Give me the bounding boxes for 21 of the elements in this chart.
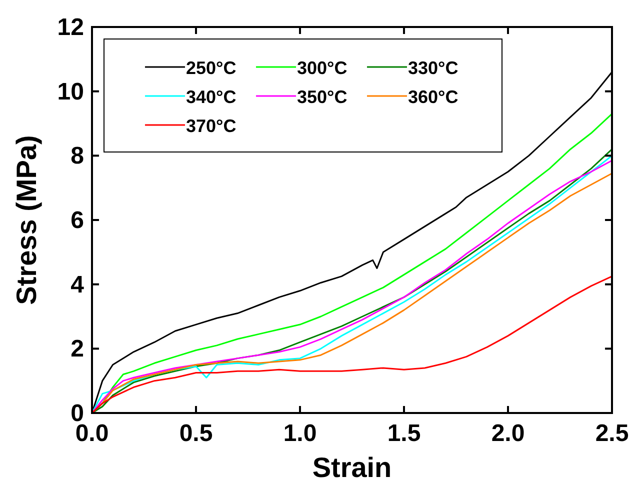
x-tick-label: 0.5 bbox=[179, 420, 213, 447]
x-axis-title: Strain bbox=[312, 452, 392, 483]
legend-label: 330°C bbox=[408, 58, 458, 78]
line-series bbox=[91, 276, 613, 414]
y-axis-title: Stress (MPa) bbox=[11, 135, 42, 305]
x-tick-label: 2.0 bbox=[491, 420, 525, 447]
legend-label: 350°C bbox=[297, 87, 348, 107]
legend-label: 340°C bbox=[186, 87, 236, 107]
legend-label: 370°C bbox=[186, 116, 236, 136]
x-tick-label: 1.5 bbox=[387, 420, 421, 447]
y-tick-label: 12 bbox=[57, 14, 84, 41]
y-tick-label: 2 bbox=[70, 336, 84, 363]
y-tick-label: 6 bbox=[70, 207, 84, 234]
x-tick-label: 2.5 bbox=[595, 420, 629, 447]
legend-label: 300°C bbox=[297, 58, 348, 78]
y-tick-label: 10 bbox=[57, 78, 84, 106]
y-tick-label: 4 bbox=[70, 271, 85, 298]
y-tick-label: 8 bbox=[70, 142, 84, 170]
x-tick-label: 1.0 bbox=[283, 420, 317, 447]
legend-label: 360°C bbox=[408, 87, 458, 107]
legend-label: 250°C bbox=[186, 58, 236, 78]
